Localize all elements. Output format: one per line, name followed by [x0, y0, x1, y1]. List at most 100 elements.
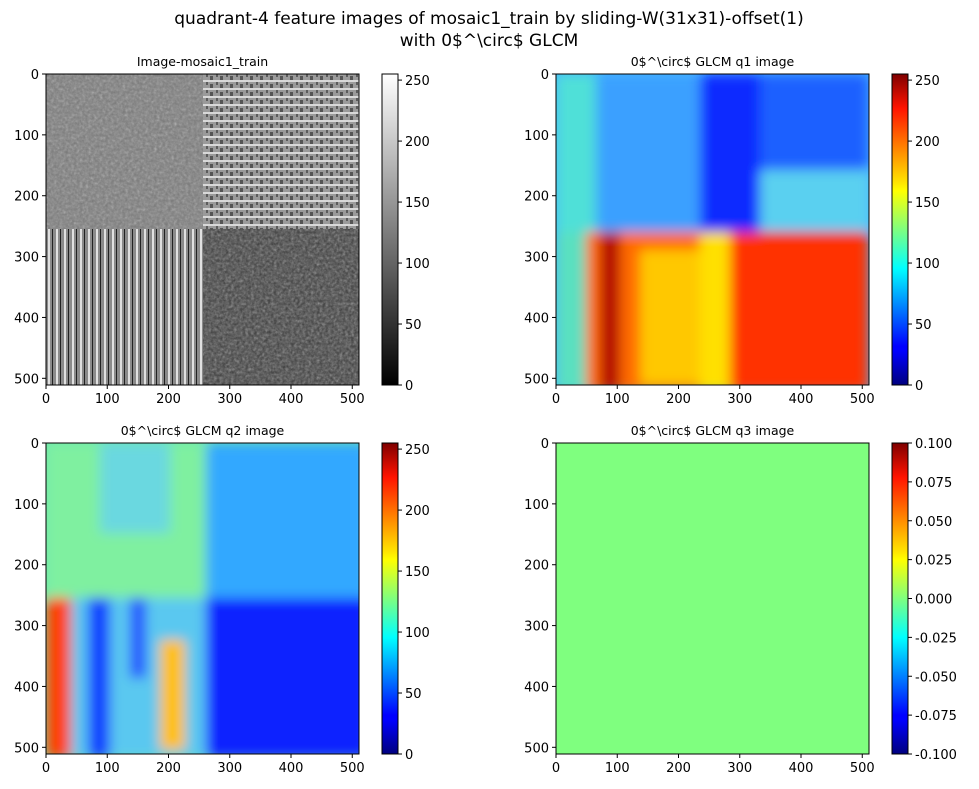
x-tick-label: 500	[850, 392, 875, 407]
y-tick-label: 200	[14, 559, 39, 574]
y-axis: 0 100 200 300 400 500	[524, 68, 556, 387]
colorbar-ticks: 0 50 100 150 200 250	[398, 74, 430, 394]
x-tick-label: 300	[217, 392, 242, 407]
y-tick-label: 300	[14, 620, 39, 635]
y-tick-label: 100	[14, 498, 39, 513]
heatmap-field	[46, 443, 359, 754]
heatmap-image	[556, 74, 869, 385]
colorbar-tick-label: 0	[405, 379, 413, 394]
y-tick-label: 0	[541, 68, 549, 83]
y-tick-label: 500	[524, 372, 549, 387]
colorbar-tick-label: 0	[405, 748, 413, 763]
colorbar-tick-label: 50	[915, 318, 932, 333]
x-tick-label: 500	[340, 392, 365, 407]
quadrant-bottom-left	[46, 229, 203, 385]
colorbar-tick-label: 50	[405, 318, 422, 333]
y-tick-label: 500	[14, 741, 39, 756]
colorbar-ticks: 0 50 100 150 200 250	[908, 74, 940, 394]
x-tick-label: 300	[727, 392, 752, 407]
panel-title: 0$^\circ$ GLCM q1 image	[631, 54, 795, 69]
panel-title: 0$^\circ$ GLCM q2 image	[121, 423, 285, 438]
y-tick-label: 400	[524, 680, 549, 695]
colorbar-ticks: -0.100 -0.075 -0.050 -0.025 0.000 0.025 0.050 0…	[908, 437, 957, 763]
x-axis: 0 100 200 300 400 500	[42, 385, 365, 407]
x-tick-label: 0	[552, 761, 560, 776]
colorbar-tick-label: 250	[405, 74, 430, 89]
figure-title-line1: quadrant-4 feature images of mosaic1_tra…	[174, 9, 803, 29]
plot-frame	[45, 73, 360, 386]
heatmap-field	[556, 74, 869, 385]
x-tick-label: 300	[727, 761, 752, 776]
heatmap-image	[46, 74, 359, 385]
colorbar-tick-label: 0	[915, 379, 923, 394]
y-tick-label: 100	[524, 129, 549, 144]
x-tick-label: 200	[156, 392, 181, 407]
x-tick-label: 500	[850, 761, 875, 776]
x-tick-label: 0	[42, 761, 50, 776]
x-axis: 0 100 200 300 400 500	[552, 754, 875, 776]
panel-q1: 0$^\circ$ GLCM q1 image 0 100 200 300 400 500…	[524, 54, 940, 407]
colorbar-tick-label: 150	[915, 196, 940, 211]
panel-q2: 0$^\circ$ GLCM q2 image 0 100 200 300 400 500…	[14, 423, 430, 776]
x-tick-label: 100	[95, 392, 120, 407]
y-tick-label: 200	[14, 190, 39, 205]
figure-title-line2: with 0$^\circ$ GLCM	[400, 31, 579, 51]
colorbar-tick-label: 200	[915, 135, 940, 150]
x-tick-label: 100	[605, 761, 630, 776]
quadrant-top-right	[203, 74, 359, 229]
y-tick-label: 100	[14, 129, 39, 144]
texture-grain-2	[203, 229, 359, 385]
colorbar-tick-label: 0.075	[915, 476, 952, 491]
y-tick-label: 500	[14, 372, 39, 387]
colorbar-tick-label: 250	[915, 74, 940, 89]
colorbar-tick-label: 0.025	[915, 554, 952, 569]
x-tick-label: 100	[95, 761, 120, 776]
y-tick-label: 200	[524, 190, 549, 205]
x-tick-label: 0	[552, 392, 560, 407]
y-tick-label: 0	[31, 437, 39, 452]
y-tick-label: 300	[14, 251, 39, 266]
x-tick-label: 500	[340, 761, 365, 776]
colorbar-ticks: 0 50 100 150 200 250	[398, 443, 430, 763]
y-axis: 0 100 200 300 400 500	[524, 437, 556, 756]
x-axis: 0 100 200 300 400 500	[42, 754, 365, 776]
y-tick-label: 100	[524, 498, 549, 513]
y-axis: 0 100 200 300 400 500	[14, 437, 46, 756]
y-axis: 0 100 200 300 400 500	[14, 68, 46, 387]
x-tick-label: 400	[789, 761, 814, 776]
plot-frame	[45, 442, 360, 755]
x-tick-label: 400	[789, 392, 814, 407]
colorbar-tick-label: 100	[405, 257, 430, 272]
y-tick-label: 0	[541, 437, 549, 452]
texture-grain	[46, 74, 203, 229]
x-tick-label: 200	[666, 761, 691, 776]
plot-frame	[555, 73, 870, 386]
y-tick-label: 200	[524, 559, 549, 574]
colorbar-tick-label: 100	[915, 257, 940, 272]
panel-title: Image-mosaic1_train	[137, 54, 268, 69]
colorbar-tick-label: 200	[405, 135, 430, 150]
colorbar	[381, 442, 399, 755]
panel-image-mosaic: Image-mosaic1_train 0 100 200 300 400 500 010…	[14, 54, 430, 407]
colorbar-tick-label: 250	[405, 443, 430, 458]
colorbar-tick-label: -0.100	[915, 748, 957, 763]
x-tick-label: 0	[42, 392, 50, 407]
x-tick-label: 300	[217, 761, 242, 776]
y-tick-label: 300	[524, 251, 549, 266]
y-tick-label: 500	[524, 741, 549, 756]
y-tick-label: 400	[524, 311, 549, 326]
colorbar	[891, 73, 909, 386]
colorbar-tick-label: 0.050	[915, 515, 952, 530]
colorbar-tick-label: 0.100	[915, 437, 952, 452]
x-tick-label: 100	[605, 392, 630, 407]
heatmap-image	[556, 443, 869, 754]
x-tick-label: 200	[666, 392, 691, 407]
colorbar-tick-label: -0.075	[915, 709, 957, 724]
y-tick-label: 300	[524, 620, 549, 635]
x-axis: 0 100 200 300 400 500	[552, 385, 875, 407]
x-tick-label: 200	[156, 761, 181, 776]
colorbar	[381, 73, 399, 386]
colorbar-tick-label: 200	[405, 504, 430, 519]
colorbar-tick-label: 0.000	[915, 593, 952, 608]
